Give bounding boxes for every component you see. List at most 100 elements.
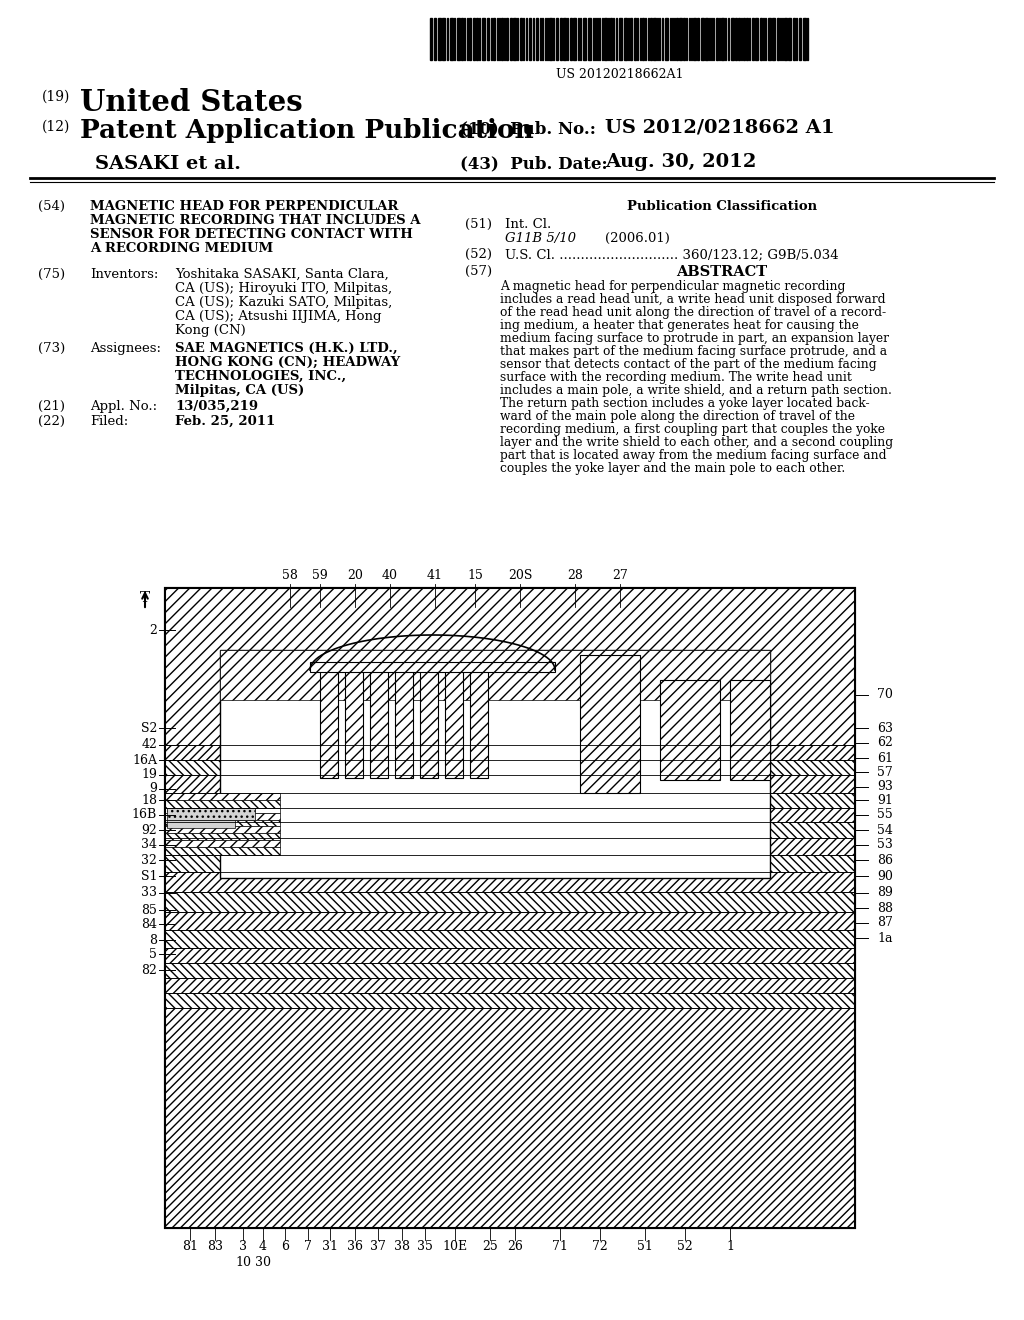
Text: couples the yoke layer and the main pole to each other.: couples the yoke layer and the main pole…	[500, 462, 845, 475]
Bar	[430, 18, 432, 59]
Bar	[634, 18, 636, 59]
Bar	[563, 18, 566, 59]
Text: 8: 8	[150, 933, 157, 946]
Bar	[165, 587, 855, 744]
Bar	[165, 892, 855, 912]
Bar	[683, 18, 685, 59]
Bar	[693, 18, 696, 59]
Bar	[165, 587, 855, 685]
Text: A RECORDING MEDIUM: A RECORDING MEDIUM	[90, 242, 273, 255]
Text: Yoshitaka SASAKI, Santa Clara,: Yoshitaka SASAKI, Santa Clara,	[175, 268, 389, 281]
Bar	[165, 744, 855, 760]
Text: SAE MAGNETICS (H.K.) LTD.,: SAE MAGNETICS (H.K.) LTD.,	[175, 342, 397, 355]
Text: 10E: 10E	[442, 1239, 468, 1253]
Text: 55: 55	[878, 808, 893, 821]
Text: 13/035,219: 13/035,219	[175, 400, 258, 413]
Text: Milpitas, CA (US): Milpitas, CA (US)	[175, 384, 304, 397]
Bar	[442, 18, 445, 59]
Text: T: T	[140, 591, 151, 605]
Text: Appl. No.:: Appl. No.:	[90, 400, 157, 413]
Text: (51): (51)	[465, 218, 492, 231]
Bar	[730, 680, 770, 780]
Bar	[549, 18, 552, 59]
Text: 25: 25	[482, 1239, 498, 1253]
Text: 41: 41	[427, 569, 443, 582]
Text: 37: 37	[370, 1239, 386, 1253]
Text: 2: 2	[150, 623, 157, 636]
Text: (21): (21)	[38, 400, 65, 413]
Bar	[738, 18, 740, 59]
Text: 30: 30	[255, 1257, 271, 1269]
Text: Assignees:: Assignees:	[90, 342, 161, 355]
Text: (73): (73)	[38, 342, 66, 355]
Text: A magnetic head for perpendicular magnetic recording: A magnetic head for perpendicular magnet…	[500, 280, 846, 293]
Text: surface with the recording medium. The write head unit: surface with the recording medium. The w…	[500, 371, 852, 384]
Bar	[573, 18, 575, 59]
Text: 62: 62	[878, 737, 893, 750]
Text: ward of the main pole along the direction of travel of the: ward of the main pole along the directio…	[500, 411, 855, 422]
Text: SENSOR FOR DETECTING CONTACT WITH: SENSOR FOR DETECTING CONTACT WITH	[90, 228, 413, 242]
Bar	[457, 18, 460, 59]
Bar	[735, 18, 737, 59]
Text: 7: 7	[304, 1239, 312, 1253]
Bar	[772, 18, 775, 59]
Text: 84: 84	[141, 917, 157, 931]
Bar	[793, 18, 795, 59]
Bar	[165, 948, 855, 964]
Text: 16B: 16B	[132, 808, 157, 821]
Text: US 2012/0218662 A1: US 2012/0218662 A1	[605, 117, 835, 136]
Text: 59: 59	[312, 569, 328, 582]
Bar	[165, 685, 855, 744]
Bar	[653, 18, 656, 59]
Text: 5: 5	[150, 948, 157, 961]
Text: S2: S2	[140, 722, 157, 734]
Bar	[165, 826, 280, 833]
Bar	[788, 18, 791, 59]
Bar	[165, 760, 855, 775]
Bar	[434, 18, 436, 59]
Bar	[473, 18, 475, 59]
Bar	[445, 668, 463, 777]
Text: 20S: 20S	[508, 569, 532, 582]
Bar	[630, 18, 632, 59]
Text: 91: 91	[878, 793, 893, 807]
Text: SASAKI et al.: SASAKI et al.	[95, 154, 241, 173]
Text: 82: 82	[141, 964, 157, 977]
Text: of the read head unit along the direction of travel of a record-: of the read head unit along the directio…	[500, 306, 886, 319]
Text: 4: 4	[259, 1239, 267, 1253]
Bar	[752, 18, 754, 59]
Text: 83: 83	[207, 1239, 223, 1253]
Bar	[768, 18, 771, 59]
Text: 6: 6	[281, 1239, 289, 1253]
Bar	[476, 18, 478, 59]
Bar	[520, 18, 522, 59]
Text: 89: 89	[878, 887, 893, 899]
Text: HONG KONG (CN); HEADWAY: HONG KONG (CN); HEADWAY	[175, 356, 400, 370]
Text: 70: 70	[878, 689, 893, 701]
Text: 19: 19	[141, 768, 157, 781]
Bar	[721, 18, 724, 59]
Bar	[165, 808, 280, 813]
Text: (12): (12)	[42, 120, 71, 135]
Text: Patent Application Publication: Patent Application Publication	[80, 117, 534, 143]
Text: 51: 51	[637, 1239, 653, 1253]
Bar	[580, 655, 640, 793]
Text: 16A: 16A	[132, 754, 157, 767]
Bar	[482, 18, 485, 59]
Text: 88: 88	[877, 902, 893, 915]
Text: layer and the write shield to each other, and a second coupling: layer and the write shield to each other…	[500, 436, 893, 449]
Text: 27: 27	[612, 569, 628, 582]
Text: United States: United States	[80, 88, 303, 117]
Text: CA (US); Kazuki SATO, Milpitas,: CA (US); Kazuki SATO, Milpitas,	[175, 296, 392, 309]
Bar	[461, 18, 463, 59]
Bar	[165, 833, 280, 840]
Bar	[167, 808, 255, 820]
Bar	[220, 649, 770, 700]
Bar	[510, 18, 512, 59]
Text: 86: 86	[877, 854, 893, 866]
Text: Inventors:: Inventors:	[90, 268, 159, 281]
Text: 71: 71	[552, 1239, 568, 1253]
Bar	[701, 18, 705, 59]
Text: Aug. 30, 2012: Aug. 30, 2012	[605, 153, 757, 172]
Text: (2006.01): (2006.01)	[605, 232, 670, 246]
